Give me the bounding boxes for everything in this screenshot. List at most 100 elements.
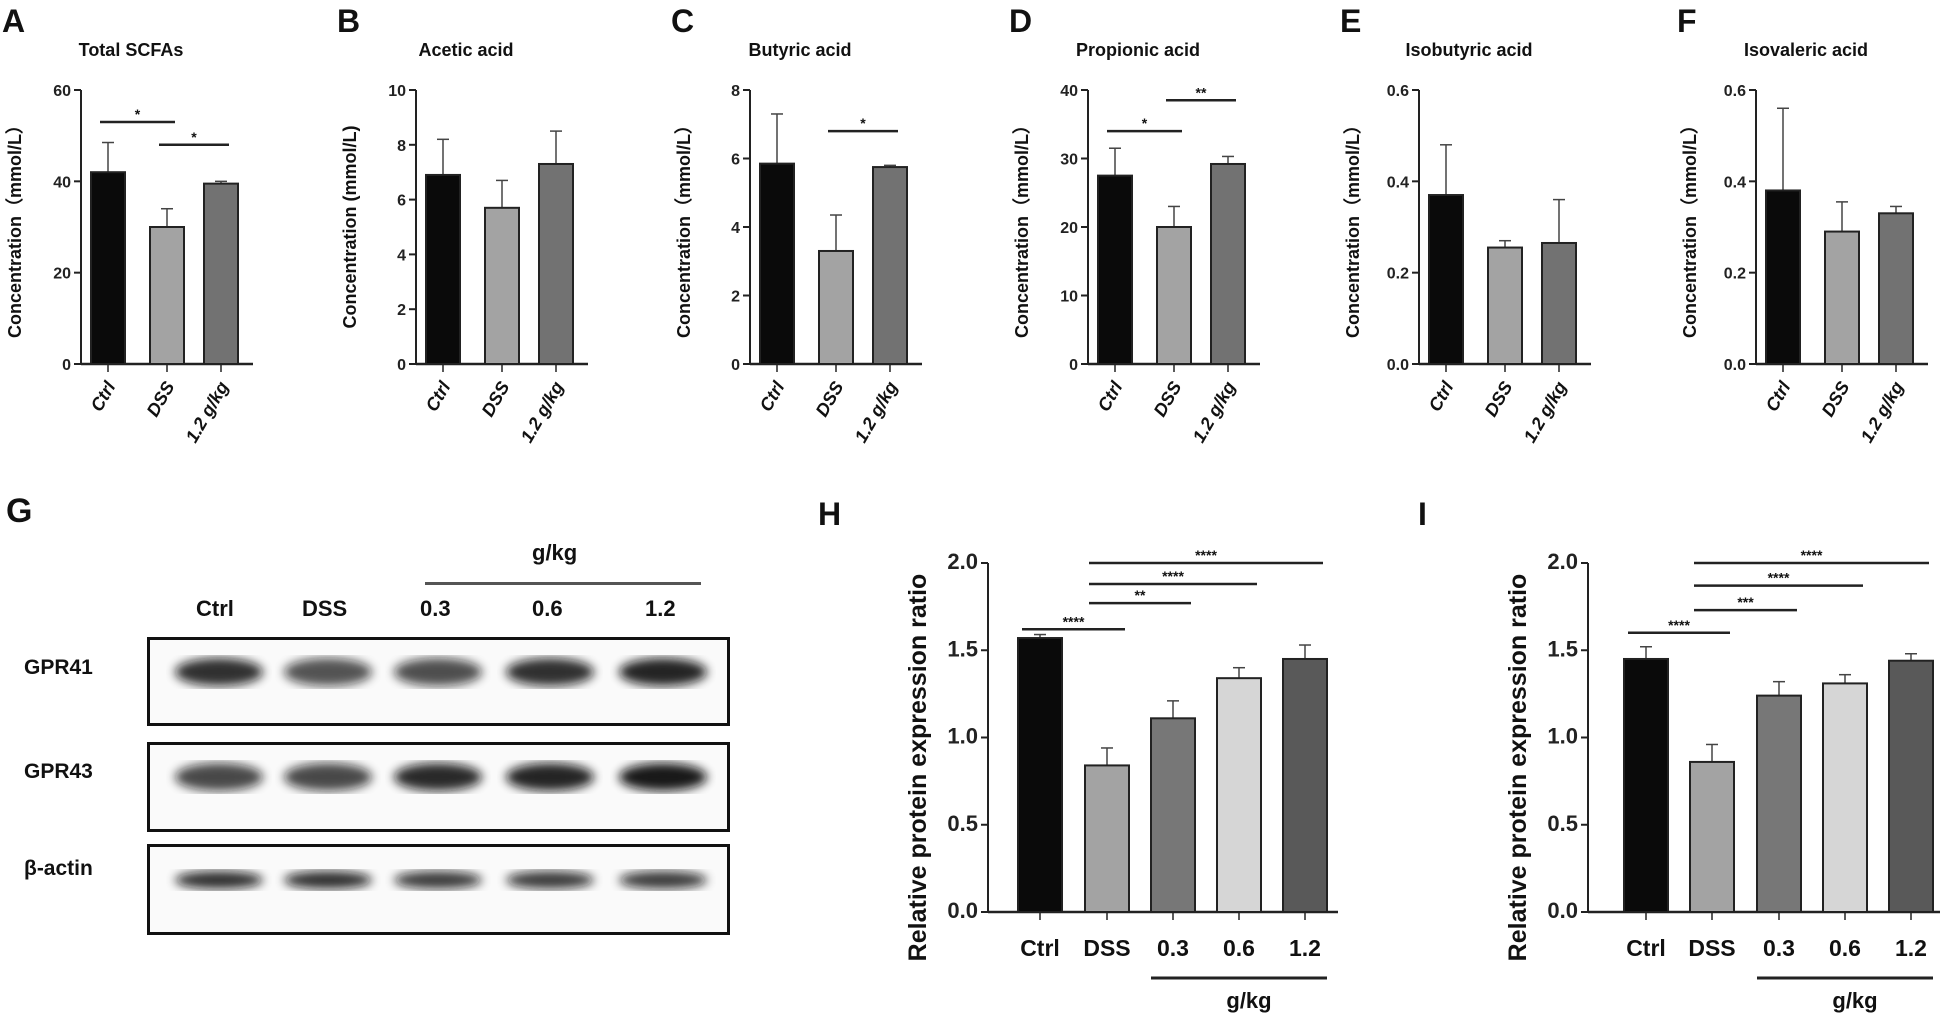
bar xyxy=(1210,162,1246,365)
group-label: g/kg xyxy=(1832,988,1877,1013)
panel-letter: E xyxy=(1340,3,1361,39)
blot-band xyxy=(506,871,594,889)
bar xyxy=(759,162,795,365)
group-label: g/kg xyxy=(1226,988,1271,1013)
significance-label: **** xyxy=(1801,547,1823,563)
blot-row-label-beta-actin: β-actin xyxy=(24,857,93,880)
y-axis-label: Relative protein expression ratio xyxy=(1504,574,1532,962)
y-tick-label: 0 xyxy=(1069,357,1078,374)
blot-band xyxy=(506,763,594,791)
blot-band xyxy=(619,658,707,686)
panel-letter: I xyxy=(1418,496,1427,532)
y-tick-label: 0.6 xyxy=(1724,83,1746,100)
significance-label: **** xyxy=(1063,613,1085,629)
bar xyxy=(538,162,574,365)
chart-title: Total SCFAs xyxy=(79,40,184,60)
significance-label: ** xyxy=(1196,84,1207,100)
y-tick-label: 20 xyxy=(53,266,71,283)
bar xyxy=(1150,717,1196,913)
y-tick-label: 0.5 xyxy=(947,811,978,836)
bar xyxy=(1541,241,1577,366)
lane-label-0-3: 0.3 xyxy=(420,596,451,621)
bar xyxy=(1216,677,1262,913)
y-axis-label: Concentration（mmol/L） xyxy=(5,116,25,338)
x-tick-label: DSS xyxy=(1083,935,1130,961)
significance-label: * xyxy=(1142,115,1148,131)
significance-label: **** xyxy=(1668,617,1690,633)
chart-title: Propionic acid xyxy=(1076,40,1200,60)
blot-band xyxy=(175,871,263,889)
y-tick-label: 2.0 xyxy=(947,549,978,574)
y-tick-label: 0 xyxy=(731,357,740,374)
chart-title: Isobutyric acid xyxy=(1405,40,1532,60)
bar xyxy=(1888,659,1934,913)
x-tick-label: 1.2 xyxy=(1895,935,1927,961)
significance-label: * xyxy=(191,129,197,145)
panel-letter: D xyxy=(1009,3,1032,39)
panel-letter-g: G xyxy=(6,492,33,530)
blot-image-beta-actin xyxy=(147,844,730,935)
y-tick-label: 20 xyxy=(1060,220,1078,237)
chart-title: Isovaleric acid xyxy=(1744,40,1868,60)
significance-label: ** xyxy=(1135,587,1146,603)
x-tick-label: 0.3 xyxy=(1157,935,1189,961)
blot-band xyxy=(175,658,263,686)
y-tick-label: 0.0 xyxy=(1387,357,1409,374)
y-tick-label: 10 xyxy=(1060,289,1078,306)
blot-band xyxy=(284,763,372,791)
blot-band xyxy=(284,871,372,889)
x-tick-label: Ctrl xyxy=(1626,935,1666,961)
y-tick-label: 0.0 xyxy=(1724,357,1746,374)
y-tick-label: 10 xyxy=(388,83,406,100)
blot-dose-bracket xyxy=(425,582,701,585)
y-tick-label: 0.4 xyxy=(1724,174,1746,191)
x-tick-label: 0.3 xyxy=(1763,935,1795,961)
y-tick-label: 1.5 xyxy=(1547,636,1578,661)
chart-title: Acetic acid xyxy=(418,40,513,60)
chart-d: D Propionic acid Concentration（mmol/L） 0 10 2… xyxy=(1009,3,1260,446)
blot-band xyxy=(394,658,482,686)
panel-letter: F xyxy=(1677,3,1697,39)
y-tick-label: 0.0 xyxy=(947,898,978,923)
significance-label: *** xyxy=(1737,594,1754,610)
y-axis-label: Concentration（mmol/L） xyxy=(674,116,694,338)
y-tick-label: 40 xyxy=(53,174,71,191)
x-tick-label: 0.6 xyxy=(1223,935,1255,961)
panel-letter: C xyxy=(671,3,694,39)
y-tick-label: 1.0 xyxy=(947,724,978,749)
y-tick-label: 4 xyxy=(397,247,406,264)
blot-row-label-gpr43: GPR43 xyxy=(24,760,93,783)
blot-dose-label: g/kg xyxy=(532,540,578,565)
blot-band xyxy=(619,871,707,889)
y-tick-label: 0.4 xyxy=(1387,174,1409,191)
y-tick-label: 6 xyxy=(397,193,406,210)
y-tick-label: 8 xyxy=(731,83,740,100)
bar xyxy=(1689,760,1735,913)
y-tick-label: 0.2 xyxy=(1724,266,1746,283)
x-tick-label: Ctrl xyxy=(1020,935,1060,961)
bar xyxy=(1017,637,1063,913)
y-tick-label: 0.5 xyxy=(1547,811,1578,836)
significance-label: * xyxy=(135,106,141,122)
y-tick-label: 8 xyxy=(397,138,406,155)
y-tick-label: 40 xyxy=(1060,83,1078,100)
blot-band xyxy=(394,871,482,889)
y-tick-label: 2 xyxy=(397,302,406,319)
y-tick-label: 0.6 xyxy=(1387,83,1409,100)
y-axis-label: Concentration (mmol/L) xyxy=(340,126,360,329)
y-tick-label: 30 xyxy=(1060,152,1078,169)
y-tick-label: 0 xyxy=(62,357,71,374)
y-axis-label: Relative protein expression ratio xyxy=(904,574,932,962)
y-axis-label: Concentration（mmol/L） xyxy=(1343,116,1363,338)
significance-label: * xyxy=(860,115,866,131)
y-tick-label: 4 xyxy=(731,220,740,237)
x-tick-label: 1.2 xyxy=(1289,935,1321,961)
y-tick-label: 60 xyxy=(53,83,71,100)
y-tick-label: 2.0 xyxy=(1547,549,1578,574)
bar xyxy=(1156,226,1192,365)
x-tick-label: 0.6 xyxy=(1829,935,1861,961)
y-tick-label: 1.0 xyxy=(1547,724,1578,749)
lane-label-0-6: 0.6 xyxy=(532,596,563,621)
blot-band xyxy=(506,658,594,686)
blot-band xyxy=(619,763,707,791)
